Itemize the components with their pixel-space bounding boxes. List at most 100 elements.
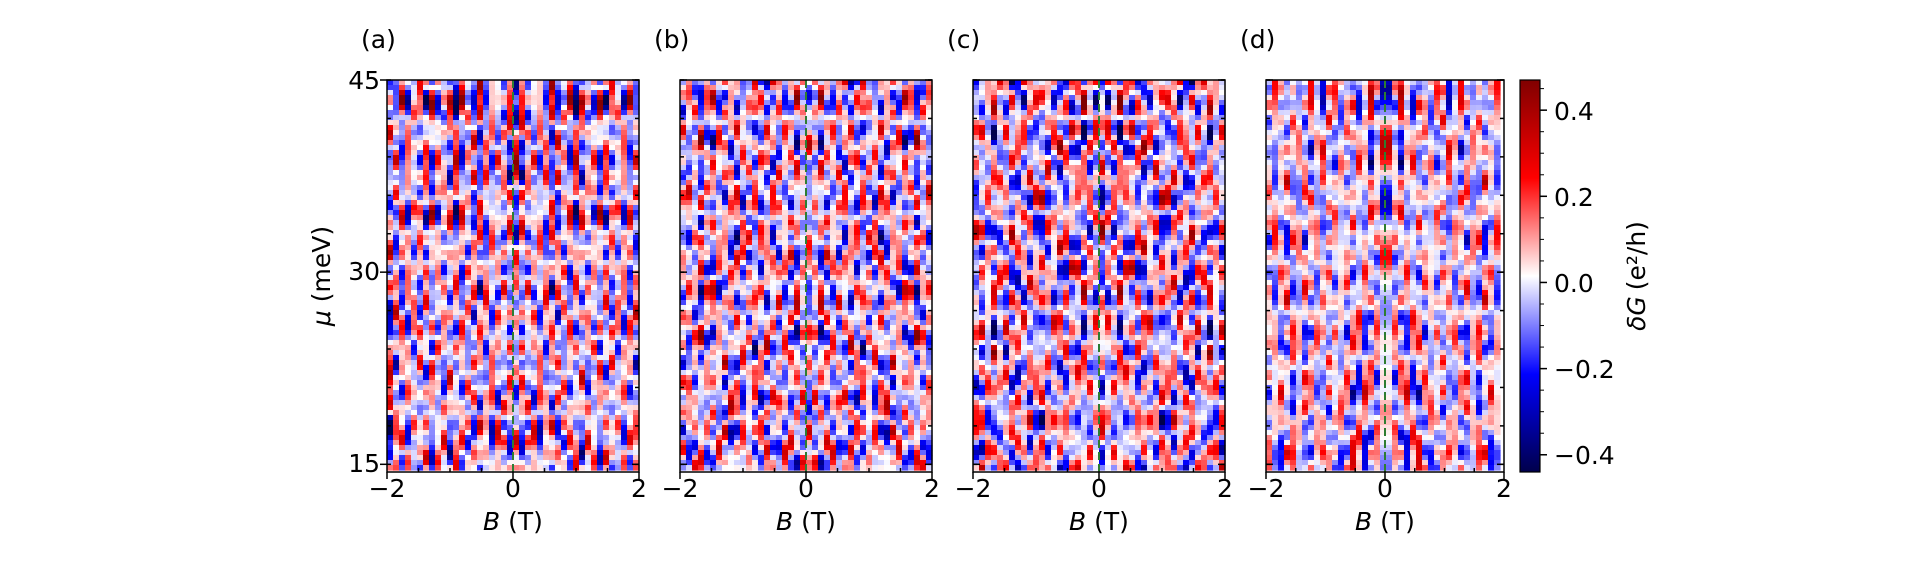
heatmap-cell [531, 200, 538, 206]
heatmap-cell [615, 275, 622, 281]
heatmap-cell [890, 155, 897, 161]
heatmap-cell [585, 150, 592, 156]
heatmap-cell [507, 375, 514, 381]
heatmap-cell [627, 215, 634, 221]
heatmap-cell [770, 195, 777, 201]
heatmap-cell [860, 255, 867, 261]
heatmap-cell [417, 335, 424, 341]
heatmap-cell [453, 275, 460, 281]
heatmap-cell [519, 370, 526, 376]
heatmap-cell [890, 140, 897, 146]
heatmap-cell [824, 275, 831, 281]
heatmap-cell [495, 340, 502, 346]
heatmap-cell [920, 135, 927, 141]
heatmap-cell [627, 245, 634, 251]
heatmap-cell [770, 110, 777, 116]
heatmap-cell [770, 175, 777, 181]
heatmap-cell [842, 165, 849, 171]
heatmap-cell [447, 320, 454, 326]
heatmap-cell [543, 125, 550, 131]
heatmap-cell [513, 135, 520, 141]
heatmap-cell [615, 395, 622, 401]
heatmap-cell [447, 390, 454, 396]
heatmap-cell [764, 215, 771, 221]
heatmap-cell [405, 290, 412, 296]
heatmap-cell [459, 235, 466, 241]
heatmap-cell [597, 290, 604, 296]
heatmap-cell [734, 230, 741, 236]
heatmap-cell [531, 165, 538, 171]
heatmap-cell [860, 165, 867, 171]
heatmap-cell [585, 260, 592, 266]
heatmap-cell [483, 185, 490, 191]
heatmap-cell [627, 465, 634, 471]
heatmap-cell [920, 270, 927, 276]
heatmap-cell [836, 165, 843, 171]
heatmap-cell [579, 430, 586, 436]
heatmap-cell [567, 265, 574, 271]
heatmap-cell [573, 370, 580, 376]
heatmap-cell [764, 100, 771, 106]
heatmap-cell [453, 180, 460, 186]
heatmap-cell [752, 195, 759, 201]
heatmap-cell [866, 185, 873, 191]
heatmap-cell [567, 335, 574, 341]
heatmap-cell [501, 340, 508, 346]
heatmap-cell [489, 255, 496, 261]
heatmap-cell [387, 220, 394, 226]
heatmap-cell [824, 165, 831, 171]
heatmap-cell [728, 110, 735, 116]
heatmap-cell [585, 440, 592, 446]
heatmap-cell [597, 170, 604, 176]
heatmap-cell [573, 415, 580, 421]
heatmap-cell [686, 250, 693, 256]
heatmap-cell [405, 355, 412, 361]
heatmap-cell [507, 325, 514, 331]
heatmap-cell [507, 190, 514, 196]
heatmap-cell [591, 205, 598, 211]
heatmap-cell [621, 420, 628, 426]
heatmap-cell [866, 115, 873, 121]
heatmap-cell [519, 290, 526, 296]
heatmap-cell [740, 115, 747, 121]
heatmap-cell [405, 135, 412, 141]
heatmap-cell [423, 330, 430, 336]
heatmap-cell [788, 90, 795, 96]
heatmap-cell [495, 245, 502, 251]
heatmap-cell [615, 385, 622, 391]
heatmap-cell [591, 95, 598, 101]
heatmap-cell [692, 245, 699, 251]
heatmap-cell [621, 425, 628, 431]
heatmap-cell [914, 80, 921, 86]
heatmap-cell [393, 450, 400, 456]
heatmap-cell [507, 215, 514, 221]
heatmap-cell [776, 220, 783, 226]
heatmap-cell [417, 265, 424, 271]
heatmap-cell [692, 240, 699, 246]
heatmap-cell [603, 290, 610, 296]
heatmap-cell [585, 350, 592, 356]
heatmap-cell [573, 110, 580, 116]
heatmap-cell [728, 275, 735, 281]
heatmap-cell [704, 115, 711, 121]
heatmap-cell [902, 90, 909, 96]
heatmap-cell [830, 80, 837, 86]
heatmap-cell [543, 325, 550, 331]
heatmap-cell [405, 260, 412, 266]
heatmap-cell [519, 90, 526, 96]
heatmap-cell [543, 160, 550, 166]
heatmap-cell [752, 95, 759, 101]
heatmap-cell [740, 105, 747, 111]
heatmap-cell [411, 115, 418, 121]
heatmap-cell [459, 290, 466, 296]
heatmap-cell [471, 365, 478, 371]
heatmap-cell [531, 340, 538, 346]
heatmap-cell [417, 465, 424, 471]
heatmap-cell [585, 395, 592, 401]
heatmap-cell [812, 140, 819, 146]
heatmap-cell [471, 290, 478, 296]
heatmap-cell [483, 290, 490, 296]
heatmap-cell [555, 460, 562, 466]
heatmap-cell [710, 135, 717, 141]
heatmap-cell [633, 310, 640, 316]
